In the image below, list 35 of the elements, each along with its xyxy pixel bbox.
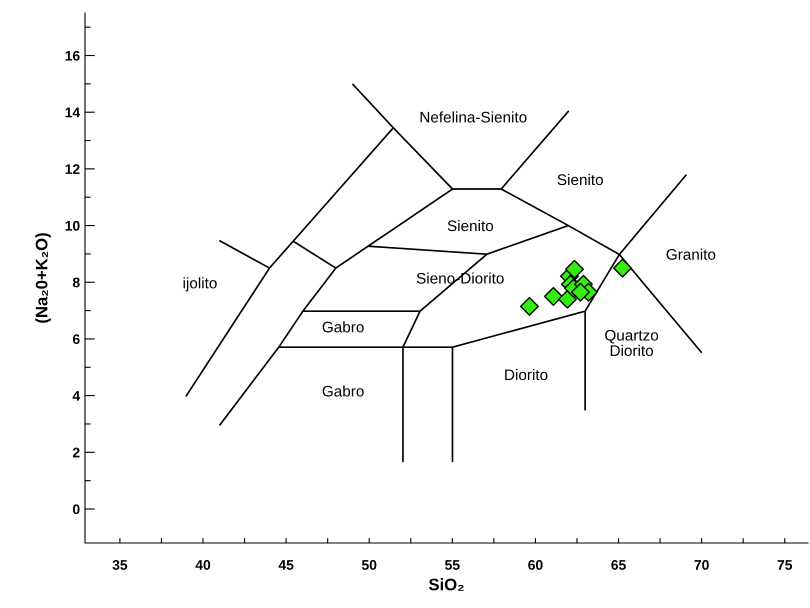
x-tick-label: 75 [778,560,792,570]
y-tick-label: 0 [72,504,80,514]
y-tick-label: 16 [66,50,80,61]
annotation: Gabro [322,321,364,332]
point [558,290,577,309]
annotation: Quartzo Diorito [605,330,658,356]
y-tick-label: 2 [72,448,80,458]
point [565,260,584,279]
annotation: ijolito [184,277,217,292]
x-tick-label: 35 [112,560,128,570]
point [544,286,563,306]
x-tick-label: 40 [195,560,210,570]
annotation: Diorito [505,368,548,380]
point [570,282,590,302]
point [613,258,632,278]
x-tick-label: 65 [611,560,626,570]
y-tick-label: 4 [72,391,80,401]
y-axis-title: (Na₂0+K₂O) [35,233,51,323]
annotation: Gabro [322,385,364,397]
y-tick-label: 6 [72,334,80,344]
annotation: Sienito [448,220,494,232]
x-tick-label: 70 [694,560,709,570]
point [520,296,539,316]
y-tick-label: 12 [66,164,80,174]
x-tick-label: 55 [445,560,460,570]
annotation: Nefelina-Sienito [420,111,527,123]
x-tick-label: 45 [278,560,294,570]
y-tick-label: 14 [66,108,80,118]
annotation: Granito [666,248,716,260]
x-tick-label: 50 [362,560,376,570]
annotation: Sienito [558,174,603,186]
y-tick-label: 8 [72,278,80,288]
y-tick-label: 10 [66,220,80,231]
x-tick-label: 60 [528,560,543,570]
x-axis-title: SiO₂ [428,578,464,591]
